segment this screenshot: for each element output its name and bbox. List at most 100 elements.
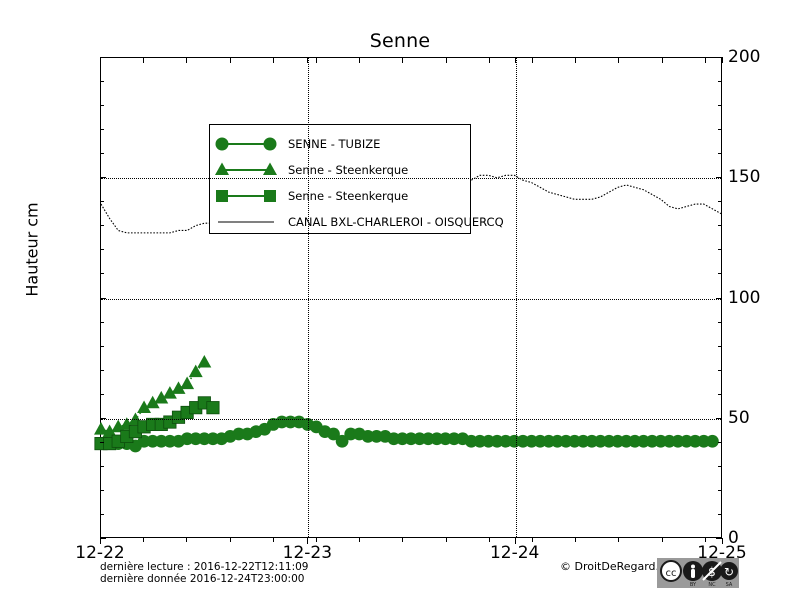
data-point: [102, 424, 117, 437]
y-tick-70: [718, 369, 722, 371]
cc-nc-text: NC: [708, 582, 716, 588]
y-tick-left-30: [100, 465, 104, 467]
y-tick-left-190: [100, 81, 104, 83]
x-tick-24: [307, 538, 309, 544]
chart-title: Senne: [369, 30, 431, 52]
y-tick-left-60: [100, 393, 104, 395]
x-tick-35: [402, 538, 404, 542]
x-label-48: 12-24: [489, 543, 540, 563]
last-data-value: 2016-12-24T23:00:00: [189, 573, 305, 585]
y-tick-80: [718, 345, 722, 347]
chart-legend: SENNE - TUBIZE Senne - Steenkerque Senne…: [209, 124, 504, 235]
y-tick-left-40: [100, 441, 104, 443]
y-tick-left-20: [100, 489, 104, 491]
y-tick-130: [718, 225, 722, 227]
data-point: [188, 364, 203, 378]
data-point: [154, 390, 169, 404]
triangle-marker-icon: [210, 157, 288, 183]
x-tick-48: [514, 538, 516, 544]
y-tick-left-130: [100, 225, 104, 227]
cc-sa-text: SA: [726, 582, 733, 588]
y-label-50: 50: [728, 407, 750, 428]
x-tick-15: [229, 538, 231, 542]
series-2: [94, 396, 220, 451]
data-point: [180, 376, 195, 390]
cc-by-text: BY: [690, 582, 697, 588]
y-tick-left-150: [100, 177, 106, 179]
x-tick-top-30: [359, 57, 361, 63]
y-tick-140: [718, 201, 722, 203]
data-point: [335, 434, 349, 448]
y-tick-90: [718, 321, 722, 323]
x-tick-5: [143, 538, 145, 542]
data-point: [171, 381, 186, 394]
last-data-label: dernière donnée: [100, 573, 187, 585]
square-marker-icon: [210, 183, 288, 209]
y-tick-left-70: [100, 369, 104, 371]
x-tick-30: [359, 538, 361, 542]
y-tick-left-170: [100, 129, 104, 131]
y-tick-50: [716, 417, 722, 419]
legend-item-steenkerque-triangle[interactable]: Senne - Steenkerque: [210, 157, 470, 183]
x-tick-top-24: [307, 57, 309, 63]
legend-item-senne-tubize[interactable]: SENNE - TUBIZE: [210, 131, 470, 157]
y-tick-60: [718, 393, 722, 395]
y-tick-150: [716, 177, 722, 179]
series-0: [94, 415, 719, 453]
plot-area: SENNE - TUBIZE Senne - Steenkerque Senne…: [94, 57, 722, 538]
svg-text:cc: cc: [666, 568, 677, 579]
y-tick-40: [718, 441, 722, 443]
x-tick-50: [531, 538, 533, 542]
y-tick-left-110: [100, 273, 104, 275]
y-label-100: 100: [728, 287, 761, 308]
x-tick-top-70: [704, 57, 706, 63]
x-label-0: 12-22: [75, 543, 125, 563]
data-point: [162, 386, 177, 399]
x-tick-top-55: [575, 57, 577, 63]
x-tick-25: [315, 538, 317, 542]
y-tick-30: [718, 465, 722, 467]
series-1: [94, 354, 212, 437]
y-tick-left-0: [100, 538, 106, 539]
legend-label-3: CANAL BXL-CHARLEROI - OISQUERCQ: [288, 215, 504, 229]
x-tick-45: [488, 538, 490, 542]
y-label-150: 150: [728, 167, 761, 188]
y-tick-left-80: [100, 345, 104, 347]
x-tick-top-45: [488, 57, 490, 63]
legend-label-1: Senne - Steenkerque: [288, 163, 409, 177]
cc-license-badge[interactable]: cc $ ↻ BY NC SA: [657, 558, 739, 592]
x-tick-65: [661, 538, 663, 542]
footer-last-read: dernière lecture : 2016-12-22T12:11:09: [100, 561, 308, 573]
data-point: [197, 354, 212, 368]
legend-label-2: Senne - Steenkerque: [288, 189, 409, 203]
y-tick-0: [716, 538, 722, 539]
last-read-label: dernière lecture :: [100, 561, 191, 573]
y-tick-left-200: [100, 57, 106, 58]
x-tick-20: [272, 538, 274, 542]
y-tick-200: [716, 57, 722, 58]
y-tick-100: [716, 297, 722, 299]
legend-label-0: SENNE - TUBIZE: [288, 137, 381, 151]
x-tick-0: [100, 538, 101, 544]
data-point: [137, 400, 152, 414]
x-label-24: 12-23: [282, 543, 333, 563]
copyright-credit: © DroitDeRegard.be: [560, 560, 673, 573]
x-tick-72: [722, 538, 723, 544]
x-tick-10: [186, 538, 188, 542]
y-tick-left-100: [100, 297, 106, 299]
y-tick-120: [718, 249, 722, 251]
data-point: [145, 395, 160, 409]
y-tick-20: [718, 489, 722, 491]
x-tick-70: [704, 538, 706, 542]
y-tick-190: [718, 81, 722, 83]
x-tick-top-50: [531, 57, 533, 63]
x-tick-40: [445, 538, 447, 542]
legend-item-canal[interactable]: CANAL BXL-CHARLEROI - OISQUERCQ: [210, 209, 504, 235]
legend-item-steenkerque-square[interactable]: Senne - Steenkerque: [210, 183, 470, 209]
x-tick-top-40: [445, 57, 447, 63]
x-tick-top-15: [229, 57, 231, 63]
x-tick-60: [618, 538, 620, 542]
x-tick-top-5: [143, 57, 145, 63]
y-tick-left-120: [100, 249, 104, 251]
